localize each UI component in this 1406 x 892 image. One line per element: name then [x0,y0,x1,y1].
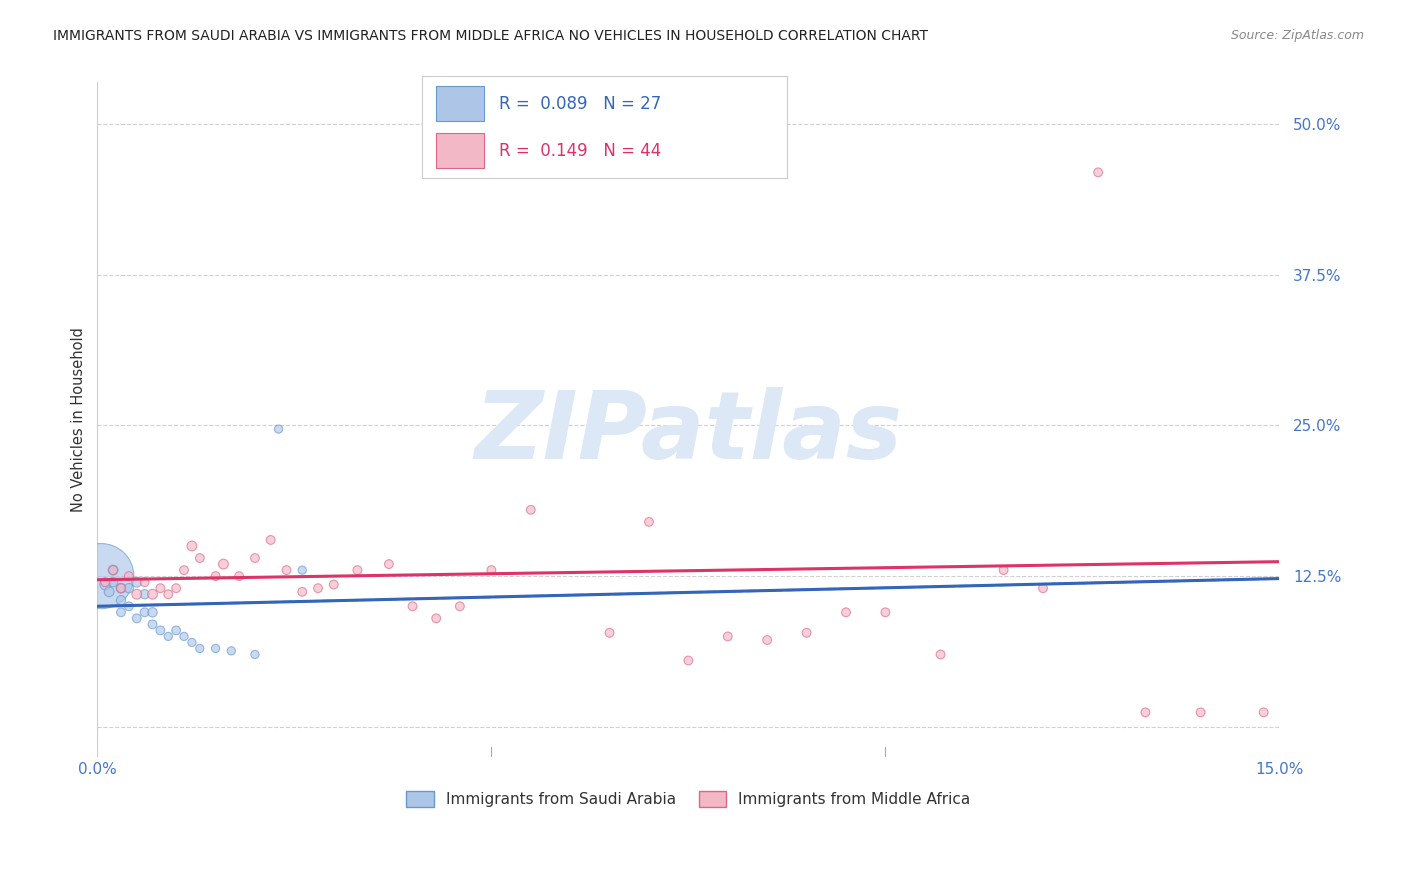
Point [204,641,226,656]
Point [678,653,700,667]
Point [228,569,250,583]
Point [134,605,156,619]
Point [165,581,187,595]
Bar [436,87,484,121]
Point [1253,706,1275,720]
Point [479,563,502,577]
Point [291,563,314,577]
Point [110,581,132,595]
Point [165,624,187,638]
Point [212,557,235,571]
Point [94,577,117,591]
Y-axis label: No Vehicles in Household: No Vehicles in Household [72,327,86,512]
Point [449,599,471,614]
Point [188,551,211,566]
Point [221,644,243,658]
Point [110,581,132,595]
Point [243,648,266,662]
Point [180,635,202,649]
Point [173,563,195,577]
Point [173,629,195,643]
Text: R =  0.089   N = 27: R = 0.089 N = 27 [499,95,661,112]
Point [134,575,156,590]
Point [157,629,180,643]
Text: Source: ZipAtlas.com: Source: ZipAtlas.com [1230,29,1364,42]
Point [94,575,117,590]
Point [118,599,141,614]
Text: ZIPatlas: ZIPatlas [474,387,903,479]
Point [101,575,124,590]
Point [599,625,621,640]
Point [378,557,401,571]
Point [322,577,344,591]
Point [307,581,329,595]
Point [188,641,211,656]
Point [180,539,202,553]
Point [141,617,163,632]
Point [929,648,952,662]
Point [243,551,266,566]
Point [110,605,132,619]
Point [118,581,141,595]
Point [90,569,112,583]
Point [149,624,172,638]
Point [1189,706,1212,720]
Point [1087,165,1109,179]
Point [149,581,172,595]
Point [835,605,858,619]
Point [717,629,740,643]
Point [291,584,314,599]
Point [401,599,423,614]
Bar [436,133,484,168]
Point [1135,706,1157,720]
Point [756,633,779,648]
Point [141,605,163,619]
Point [638,515,661,529]
Point [134,587,156,601]
Point [204,569,226,583]
Point [125,611,148,625]
Point [520,503,543,517]
Point [125,575,148,590]
Text: R =  0.149   N = 44: R = 0.149 N = 44 [499,142,661,160]
Point [875,605,897,619]
Point [101,563,124,577]
Text: IMMIGRANTS FROM SAUDI ARABIA VS IMMIGRANTS FROM MIDDLE AFRICA NO VEHICLES IN HOU: IMMIGRANTS FROM SAUDI ARABIA VS IMMIGRAN… [53,29,928,43]
Point [346,563,368,577]
Point [1032,581,1054,595]
Point [425,611,447,625]
Point [993,563,1015,577]
Point [267,422,290,436]
Point [157,587,180,601]
Point [118,569,141,583]
Point [125,587,148,601]
Point [141,587,163,601]
Point [796,625,818,640]
Point [110,593,132,607]
Point [101,563,124,577]
Point [276,563,298,577]
Point [260,533,283,547]
Legend: Immigrants from Saudi Arabia, Immigrants from Middle Africa: Immigrants from Saudi Arabia, Immigrants… [399,785,977,814]
Point [98,584,121,599]
